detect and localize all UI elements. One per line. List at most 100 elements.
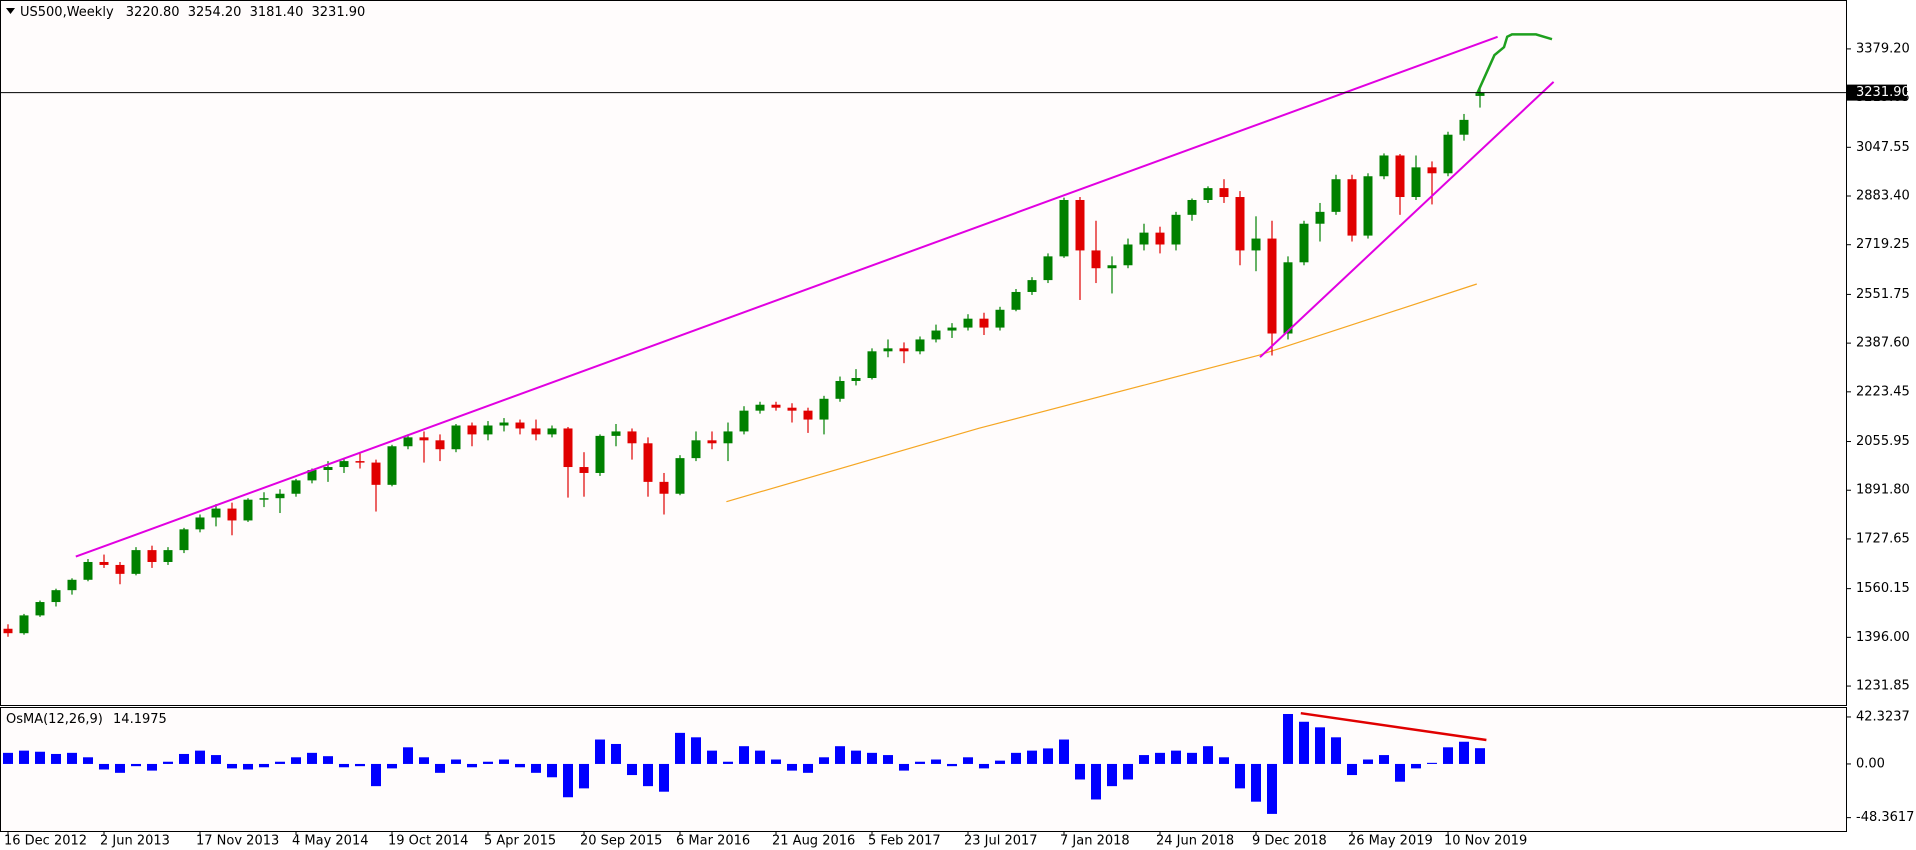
osma-bar: [1107, 763, 1117, 787]
osma-bar: [611, 743, 621, 764]
x-tick-label: 6 Mar 2016: [676, 834, 750, 849]
osma-bar: [1315, 727, 1325, 764]
candle-body: [547, 428, 557, 435]
osma-bar: [291, 757, 301, 764]
indicator-value: 14.1975: [113, 712, 167, 727]
osma-bar: [947, 763, 957, 767]
y-tick-label: 2223.45: [1856, 384, 1910, 399]
osma-bar: [1395, 763, 1405, 782]
moving-average: [726, 283, 1477, 503]
y-tick-label: 1560.15: [1856, 581, 1910, 596]
candle-body: [611, 431, 621, 436]
osma-bar: [3, 752, 13, 764]
x-tick-label: 9 Dec 2018: [1252, 834, 1327, 849]
osma-bar: [419, 757, 429, 764]
osma-bar: [899, 763, 909, 771]
candle-body: [563, 428, 573, 468]
osma-bar: [83, 757, 93, 764]
osma-bar: [883, 755, 893, 764]
candle-body: [291, 480, 301, 494]
osma-bar: [723, 761, 733, 764]
y-tick-label: 1891.80: [1856, 483, 1910, 498]
candle-body: [19, 615, 29, 634]
osma-bar: [1235, 763, 1245, 789]
candle-body: [883, 348, 893, 352]
y-tick-label: 2387.60: [1856, 336, 1910, 351]
candle-body: [163, 550, 173, 562]
candle-body: [1107, 265, 1117, 269]
candle-body: [1155, 232, 1165, 245]
osma-bar: [339, 763, 349, 768]
candle-body: [371, 462, 381, 485]
x-tick-label: 21 Aug 2016: [772, 834, 855, 849]
candle-body: [211, 508, 221, 518]
candle-body: [1443, 134, 1453, 174]
indicator-plot-frame: [0, 707, 1847, 832]
candle-body: [1315, 211, 1325, 224]
candle-body: [1363, 176, 1373, 236]
x-tick-label: 23 Jul 2017: [964, 834, 1038, 849]
y-tick-label: 3379.20: [1856, 41, 1910, 56]
candle-body: [691, 440, 701, 459]
candle-body: [723, 431, 733, 444]
candle-body: [1219, 188, 1229, 198]
osma-bar: [499, 759, 509, 764]
candle-body: [115, 564, 125, 574]
osma-bar: [851, 750, 861, 764]
osma-bar: [1011, 752, 1021, 764]
candle-body: [1475, 92, 1485, 96]
osma-bar: [1283, 713, 1293, 764]
osma-bar: [1379, 755, 1389, 764]
candle-body: [1203, 188, 1213, 200]
candle-body: [35, 602, 45, 616]
osma-trendline: [1300, 711, 1487, 742]
candle-body: [595, 435, 605, 473]
osma-bar: [387, 763, 397, 769]
osma-bar: [979, 763, 989, 769]
candle-body: [1395, 155, 1405, 198]
candle-body: [147, 550, 157, 562]
osma-bar: [803, 763, 813, 773]
candle-body: [707, 440, 717, 444]
y-tick-label: 1231.85: [1856, 679, 1910, 694]
osma-bar: [1251, 763, 1261, 802]
candle-body: [99, 561, 109, 565]
osma-bar: [1091, 763, 1101, 800]
candle-body: [1075, 199, 1085, 251]
x-tick-label: 4 May 2014: [292, 834, 369, 849]
osma-bar: [451, 759, 461, 764]
candle-body: [1347, 179, 1357, 236]
menu-arrow[interactable]: [6, 8, 15, 14]
candle-body: [851, 378, 861, 381]
indicator-y-tick-label: 0.00: [1856, 756, 1885, 771]
candle-body: [659, 481, 669, 494]
candle-body: [1379, 155, 1389, 177]
osma-bar: [483, 761, 493, 764]
main-plot-frame: [0, 0, 1847, 706]
candle-body: [179, 529, 189, 551]
candle-body: [323, 467, 333, 470]
symbol: US500,Weekly: [20, 5, 114, 20]
osma-bar: [211, 755, 221, 764]
candle-body: [1331, 179, 1341, 212]
osma-bar: [467, 763, 477, 768]
candle-body: [627, 431, 637, 444]
osma-bar: [867, 752, 877, 764]
candle-body: [243, 499, 253, 521]
candle-body: [835, 380, 845, 399]
candle-body: [1251, 238, 1261, 251]
candle-body: [1043, 256, 1053, 281]
osma-bar: [915, 761, 925, 764]
osma-bar: [643, 763, 653, 787]
x-tick-label: 19 Oct 2014: [388, 834, 468, 849]
osma-bar: [1363, 759, 1373, 764]
header-open: 3220.80: [126, 5, 180, 20]
x-tick-label: 24 Jun 2018: [1156, 834, 1234, 849]
candle-body: [483, 425, 493, 435]
x-tick-label: 5 Apr 2015: [484, 834, 556, 849]
osma-bar: [931, 759, 941, 764]
osma-bar: [707, 750, 717, 764]
osma-bar: [675, 732, 685, 764]
candle-body: [979, 318, 989, 328]
